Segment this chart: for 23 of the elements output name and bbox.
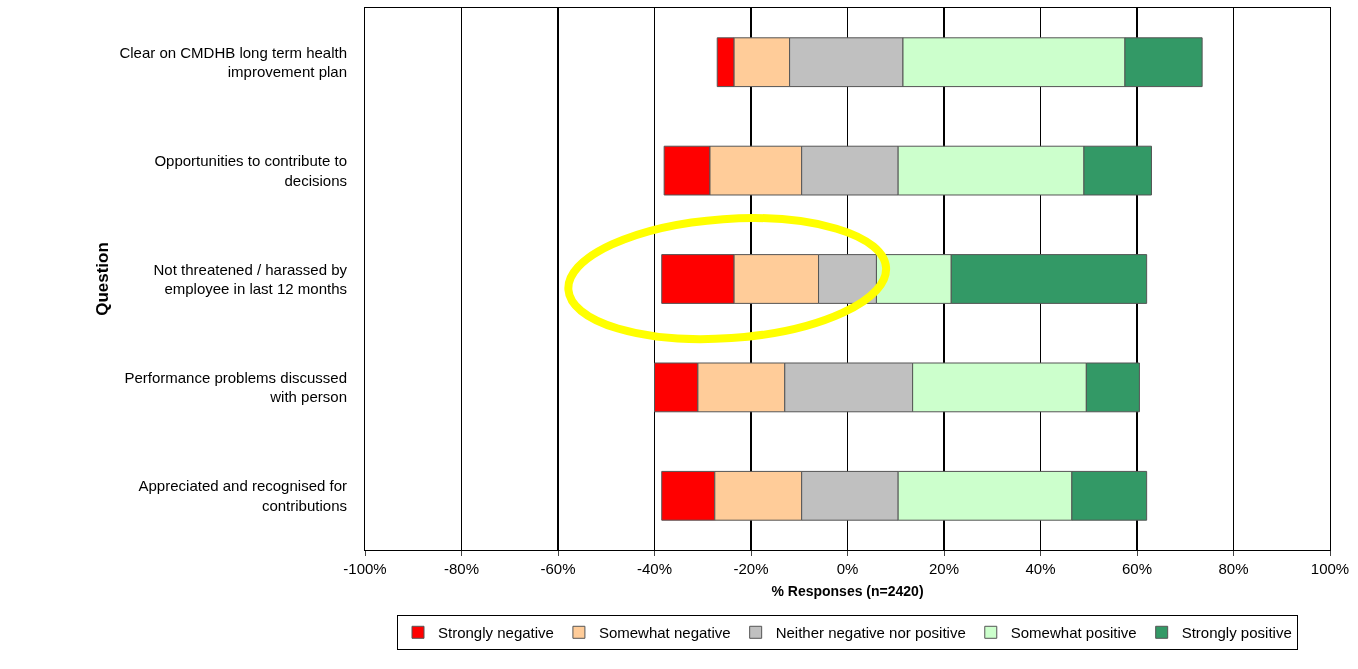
y-tick-label: Performance problems discussed with person xyxy=(124,368,347,406)
x-tick-label: -40% xyxy=(636,560,673,577)
y-tick-label: Opportunities to contribute to decisions xyxy=(154,152,347,189)
legend-label: Somewhat negative xyxy=(598,624,731,642)
legend-label: Strongly positive xyxy=(1181,624,1292,642)
x-tick-label: 80% xyxy=(1218,560,1249,577)
x-tick-label: 60% xyxy=(1121,560,1153,577)
x-tick-label: 100% xyxy=(1310,560,1350,577)
y-axis-title: Question xyxy=(92,242,112,316)
legend-label: Neither negative nor positive xyxy=(775,624,966,642)
y-tick-label: Not threatened / harassed by employee in last 12 months xyxy=(153,260,348,297)
x-tick-label: -20% xyxy=(733,560,769,577)
x-tick-label: 0% xyxy=(836,560,859,577)
y-tick-label: Clear on CMDHB long term health improvement plan xyxy=(119,43,347,81)
x-tick-label: 40% xyxy=(1025,560,1056,577)
legend-label: Strongly negative xyxy=(438,624,554,642)
x-tick-label: -60% xyxy=(540,560,576,577)
x-axis-title: % Responses (n=2420) xyxy=(771,583,924,600)
legend-label: Somewhat positive xyxy=(1010,624,1137,642)
x-tick-label: -100% xyxy=(343,560,387,577)
y-tick-label: Appreciated and recognised for contributions xyxy=(138,477,347,514)
x-tick-label: -80% xyxy=(443,560,480,577)
x-tick-label: 20% xyxy=(928,560,960,577)
